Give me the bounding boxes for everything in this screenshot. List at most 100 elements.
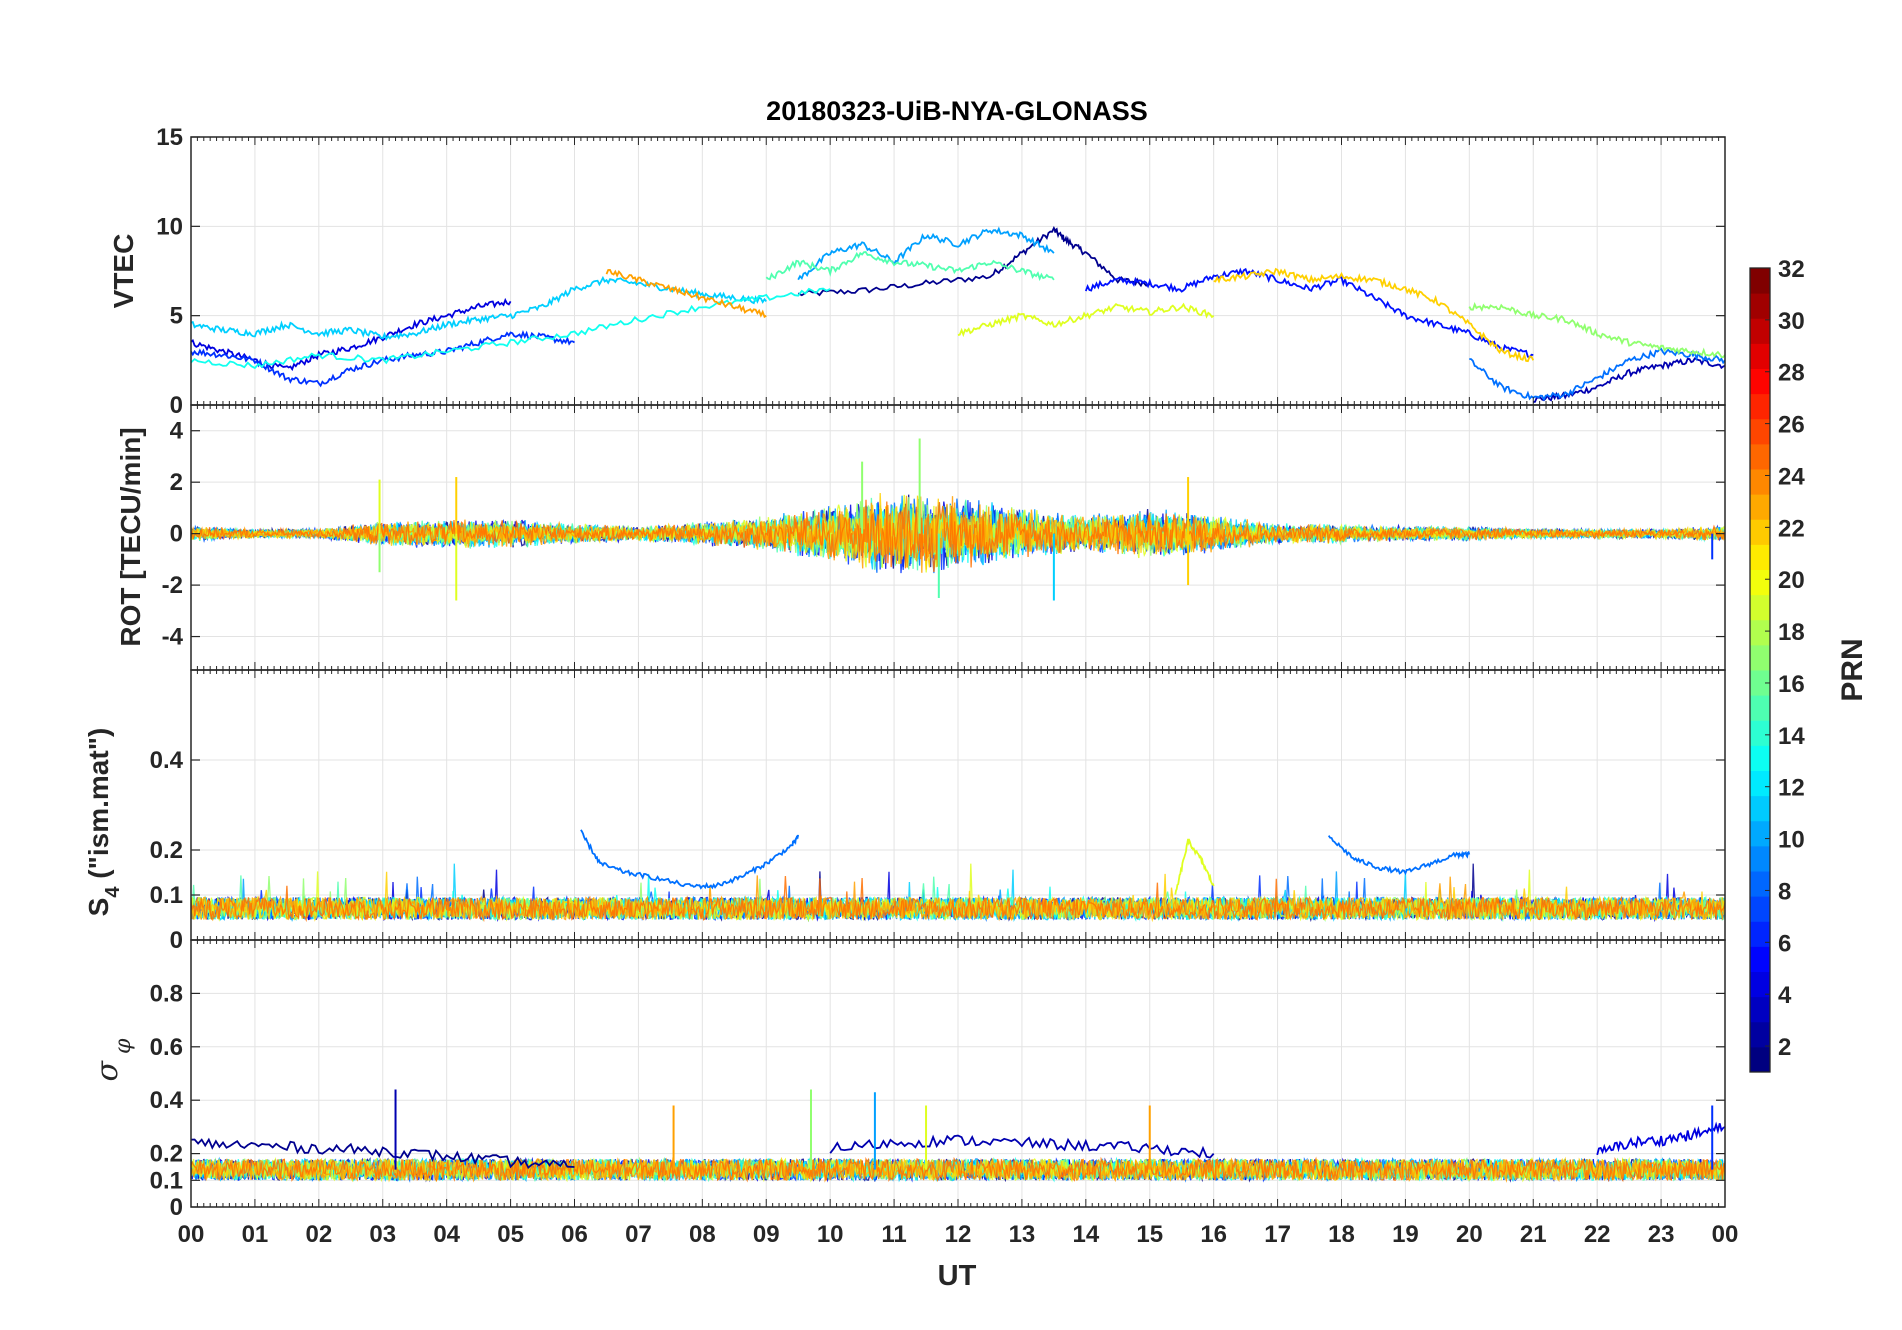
colorbar-tick-label: 6 <box>1778 930 1791 957</box>
colorbar-band <box>1750 745 1770 771</box>
prn-3-trace <box>191 297 512 372</box>
y-tick-label: 0.4 <box>150 747 184 774</box>
colorbar-band <box>1750 619 1770 646</box>
y-tick-label: 0 <box>170 927 183 954</box>
x-axis-label: UT <box>938 1260 977 1292</box>
colorbar-tick-label: 14 <box>1778 723 1805 750</box>
data-layer <box>191 1089 1725 1183</box>
x-tick-label: 08 <box>689 1221 716 1248</box>
colorbar-band <box>1750 845 1770 872</box>
s4-ylabel: S4 ("ism.mat") <box>83 728 124 917</box>
y-tick-label: 0 <box>170 1194 183 1221</box>
x-tick-label: 10 <box>817 1221 844 1248</box>
colorbar-tick-label: 2 <box>1778 1034 1791 1061</box>
y-tick-label: 0.2 <box>150 837 183 864</box>
colorbar-tick-label: 16 <box>1778 671 1805 698</box>
colorbar-tick-label: 18 <box>1778 619 1805 646</box>
prn-3-trace <box>1596 1121 1725 1156</box>
prn-2-trace <box>1533 357 1725 403</box>
colorbar-band <box>1750 393 1770 420</box>
colorbar-tick-label: 12 <box>1778 775 1805 802</box>
colorbar-tick-label: 8 <box>1778 878 1791 905</box>
x-tick-label: 13 <box>1009 1221 1036 1248</box>
s4-panel: 0 0.1 0.2 0.4 <box>150 669 1726 954</box>
prn-23-trace <box>605 268 767 319</box>
x-tick-label: 17 <box>1264 1221 1291 1248</box>
x-tick-label: 11 <box>881 1221 906 1248</box>
rot-noise-trace <box>191 495 1725 573</box>
y-tick-label: 5 <box>170 303 183 330</box>
sigma-phi-panel: 00.10.2 0.4 0.6 0.8 <box>150 939 1726 1221</box>
colorbar-label: PRN <box>1836 638 1869 701</box>
prn-19-trace <box>957 302 1215 338</box>
prn-7-trace <box>1327 835 1471 876</box>
colorbar-band <box>1750 594 1770 621</box>
colorbar-band <box>1750 720 1770 746</box>
prn-21-trace <box>1213 267 1535 363</box>
data-layer <box>191 226 1725 403</box>
x-tick-label: 14 <box>1072 1221 1099 1248</box>
y-tick-label: 0.6 <box>150 1034 183 1061</box>
prn-11-trace <box>191 275 767 342</box>
colorbar-tick-label: 24 <box>1778 463 1805 490</box>
prn-4-trace <box>1084 267 1534 359</box>
prn-17-trace <box>1468 302 1725 359</box>
rot-noise-trace <box>191 499 1725 573</box>
x-tick-label: 20 <box>1456 1221 1483 1248</box>
colorbar-band <box>1750 971 1770 998</box>
x-tick-label: 16 <box>1200 1221 1227 1248</box>
colorbar-tick-label: 30 <box>1778 308 1805 335</box>
sigma-phi-ylabel: σ φ <box>90 1038 136 1081</box>
prn-7-trace <box>580 829 800 890</box>
x-tick-label: 21 <box>1520 1221 1547 1248</box>
y-tick-label: 0.8 <box>150 980 183 1007</box>
x-tick-label: 18 <box>1328 1221 1355 1248</box>
y-tick-label: -4 <box>162 624 184 651</box>
colorbar-band <box>1750 1046 1770 1073</box>
rot-ylabel: ROT [TECU/min] <box>115 427 146 646</box>
x-tick-label: 23 <box>1648 1221 1675 1248</box>
colorbar-band <box>1750 1021 1770 1048</box>
y-tick-label: 4 <box>170 418 184 445</box>
colorbar-band <box>1750 368 1770 395</box>
colorbar-tick-label: 22 <box>1778 515 1805 542</box>
x-tick-label: 04 <box>433 1221 460 1248</box>
colorbar-band <box>1750 519 1770 545</box>
rot-panel: -4 -2 0 2 4 <box>162 404 1726 671</box>
prn-9-trace <box>797 226 1055 281</box>
colorbar-frame <box>1749 267 1771 1073</box>
colorbar-band <box>1750 469 1770 495</box>
prn-15-trace <box>765 251 1055 282</box>
prn-1-trace <box>797 226 1151 297</box>
vtec-panel: 0 5 10 15 <box>156 124 1726 419</box>
colorbar-band <box>1750 268 1770 294</box>
colorbar-band <box>1750 820 1770 847</box>
colorbar-band <box>1750 670 1770 696</box>
colorbar-band <box>1750 896 1770 922</box>
x-tick-label: 15 <box>1136 1221 1163 1248</box>
x-tick-label: 07 <box>625 1221 652 1248</box>
x-tick-label: 12 <box>945 1221 972 1248</box>
colorbar-band <box>1750 770 1770 797</box>
y-tick-label: 15 <box>156 124 183 151</box>
x-tick-label: 01 <box>242 1221 269 1248</box>
colorbar-band <box>1750 569 1770 596</box>
colorbar-band <box>1750 996 1770 1023</box>
colorbar-band <box>1750 795 1770 822</box>
y-tick-label: 0 <box>170 521 183 548</box>
colorbar-tick-label: 26 <box>1778 412 1805 439</box>
colorbar-band <box>1750 293 1770 319</box>
y-tick-label: 0.1 <box>150 882 183 909</box>
colorbar-tick-label: 28 <box>1778 360 1805 387</box>
x-tick-label: 02 <box>305 1221 332 1248</box>
colorbar-band <box>1750 418 1770 445</box>
data-layer <box>191 438 1725 601</box>
colorbar-band <box>1750 644 1770 671</box>
colorbar-band <box>1750 946 1770 972</box>
y-tick-label: 0.4 <box>150 1087 184 1114</box>
colorbar-band <box>1750 921 1770 947</box>
data-layer <box>191 829 1725 923</box>
x-tick-label: 05 <box>497 1221 524 1248</box>
